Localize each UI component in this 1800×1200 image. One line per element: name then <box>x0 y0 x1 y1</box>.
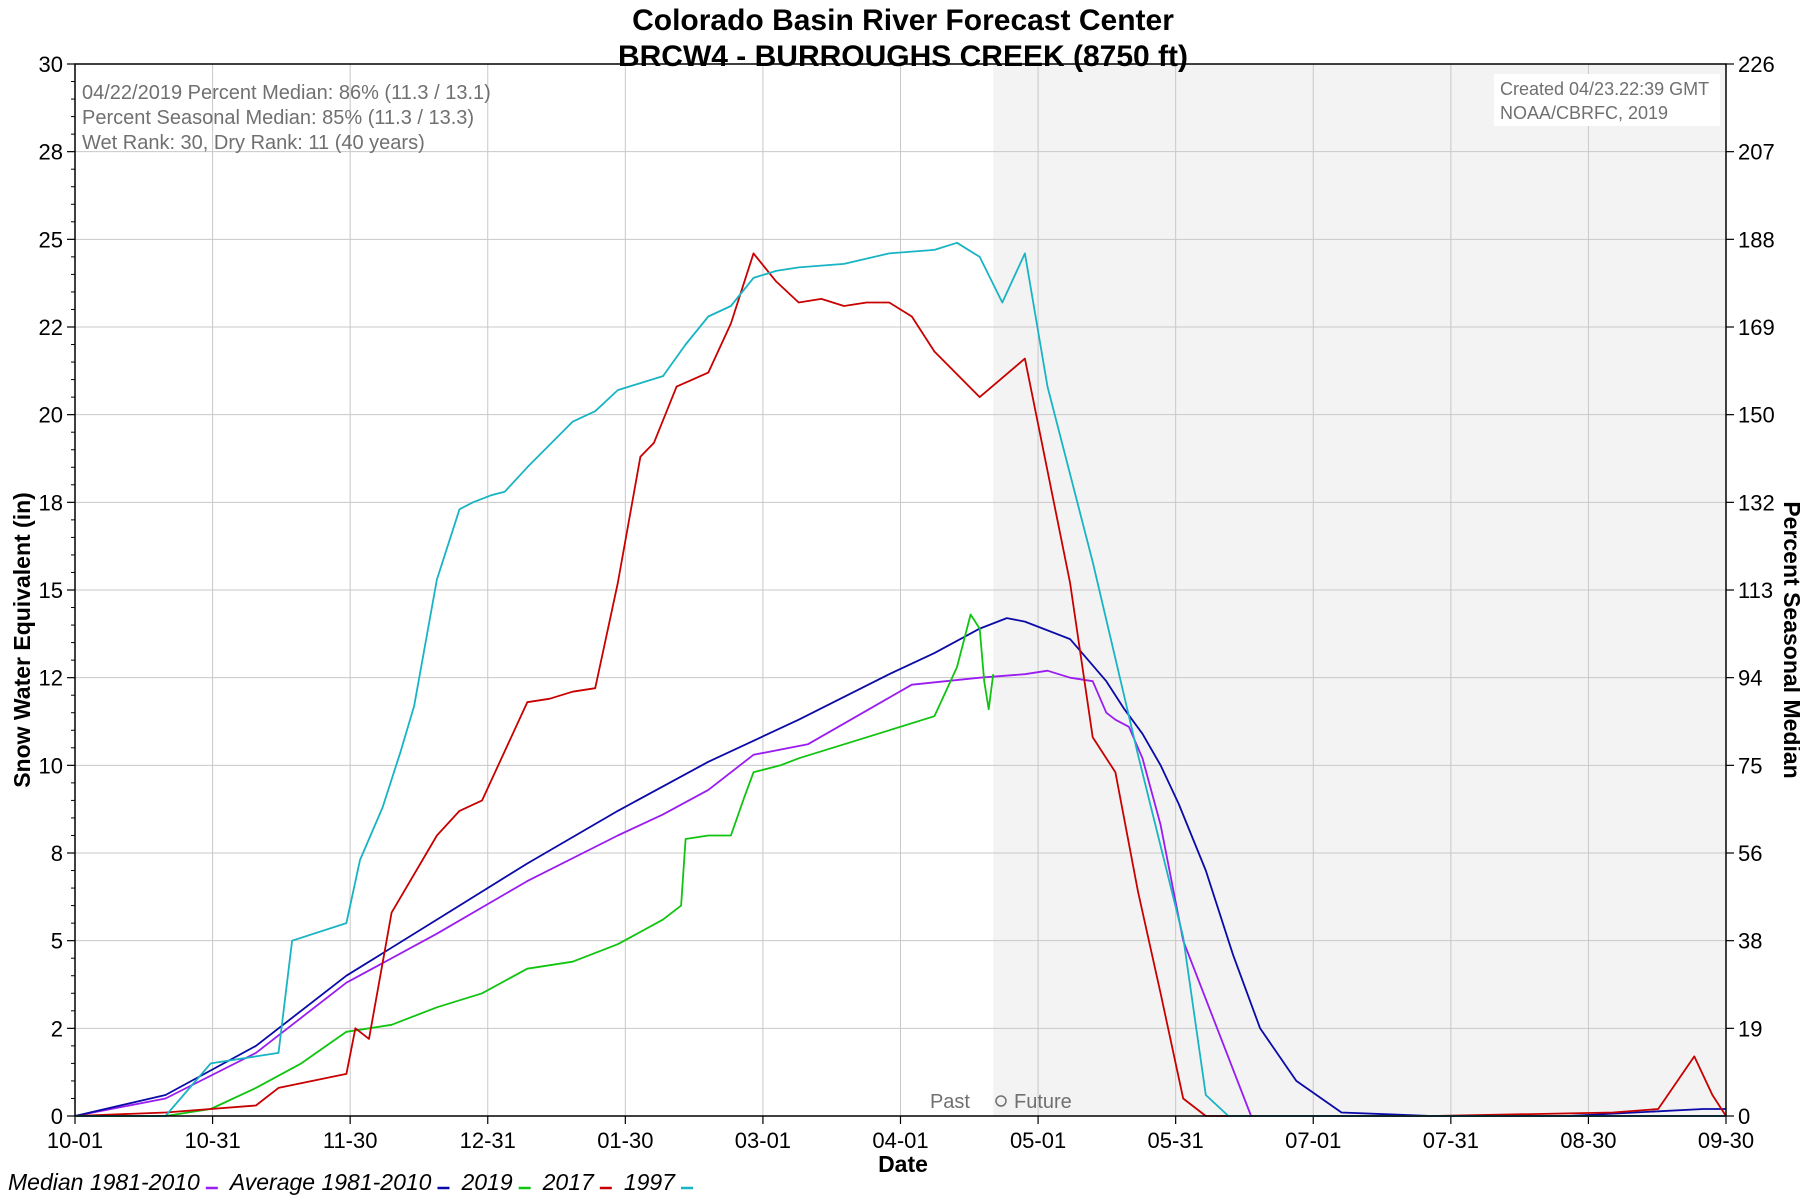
plot-border <box>74 63 1727 1117</box>
x-axis-title: Date <box>878 1151 928 1177</box>
x-tick-label: 11-30 <box>323 1128 378 1153</box>
y-right-tick-label: 226 <box>1738 52 1775 77</box>
y-axis-title: Snow Water Equivalent (in) <box>9 492 35 788</box>
y-right-tick-label: 132 <box>1738 490 1775 515</box>
info-line-2: Percent Seasonal Median: 85% (11.3 / 13.… <box>82 107 474 129</box>
credit-line-1: Created 04/23.22:39 GMT <box>1500 79 1709 99</box>
chart-subtitle: BRCW4 - BURROUGHS CREEK (8750 ft) <box>618 40 1188 73</box>
y-right-tick-label: 75 <box>1738 753 1762 778</box>
legend-label-1: Median 1981-2010 <box>8 1169 200 1195</box>
y-tick-label: 8 <box>51 841 63 866</box>
y-tick-label: 25 <box>39 227 63 252</box>
y-tick-label: 30 <box>39 52 63 77</box>
x-tick-label: 10-01 <box>47 1128 103 1153</box>
y-right-tick-label: 38 <box>1738 929 1762 954</box>
y-right-tick-label: 0 <box>1738 1104 1750 1129</box>
y-axis-right-title: Percent Seasonal Median <box>1779 501 1800 778</box>
y-tick-label: 5 <box>51 929 63 954</box>
x-tick-label: 01-30 <box>597 1128 653 1153</box>
credit-box <box>1494 74 1720 126</box>
future-label: Future <box>1014 1091 1072 1113</box>
x-tick-label: 05-31 <box>1148 1128 1204 1153</box>
y-axis-right: 0 19 38 56 75 94 113 132 150 169 188 207 226 <box>1726 52 1775 1129</box>
x-tick-label: 04-01 <box>872 1128 928 1153</box>
x-tick-label: 07-01 <box>1285 1128 1341 1153</box>
y-tick-label: 28 <box>39 140 63 165</box>
x-tick-label: 03-01 <box>735 1128 791 1153</box>
y-tick-label: 20 <box>39 403 63 428</box>
x-tick-label: 08-30 <box>1560 1128 1616 1153</box>
y-right-tick-label: 150 <box>1738 403 1775 428</box>
series-line-5 <box>75 241 1726 1117</box>
y-right-tick-label: 113 <box>1738 578 1773 603</box>
legend: Median 1981-2010 Average 1981-2010 2019 201… <box>8 1169 693 1195</box>
y-tick-label: 22 <box>39 315 63 340</box>
credit-line-2: NOAA/CBRFC, 2019 <box>1500 103 1668 123</box>
legend-label-2: Average 1981-2010 <box>228 1169 432 1195</box>
x-axis: 10-01 10-31 11-30 12-31 01-30 03-01 04-01 05-01… <box>47 1116 1754 1153</box>
y-right-tick-label: 188 <box>1738 227 1775 252</box>
y-right-tick-label: 207 <box>1738 140 1775 165</box>
y-tick-label: 15 <box>39 578 63 603</box>
series-line-2 <box>74 617 1726 1117</box>
y-tick-label: 10 <box>39 753 63 778</box>
past-label: Past <box>930 1091 970 1113</box>
y-right-tick-label: 19 <box>1738 1016 1762 1041</box>
x-tick-label: 10-31 <box>184 1128 240 1153</box>
y-right-tick-label: 169 <box>1738 315 1775 340</box>
legend-label-3: 2019 <box>460 1169 512 1195</box>
x-tick-label: 12-31 <box>460 1128 516 1153</box>
series-line-1 <box>74 669 1726 1117</box>
y-right-tick-label: 56 <box>1738 841 1762 866</box>
info-line-3: Wet Rank: 30, Dry Rank: 11 (40 years) <box>82 132 425 154</box>
y-tick-label: 18 <box>39 490 63 515</box>
info-line-1: 04/22/2019 Percent Median: 86% (11.3 / 1… <box>82 82 491 104</box>
y-tick-label: 12 <box>39 666 63 691</box>
y-right-tick-label: 94 <box>1738 666 1762 691</box>
series-line-3 <box>75 613 995 1117</box>
x-tick-label: 07-31 <box>1423 1128 1479 1153</box>
x-tick-label: 09-30 <box>1698 1128 1754 1153</box>
past-future-marker-icon <box>995 1095 1007 1107</box>
legend-label-5: 1997 <box>624 1169 676 1195</box>
y-tick-label: 2 <box>51 1016 63 1041</box>
y-tick-label: 0 <box>51 1104 63 1129</box>
legend-label-4: 2017 <box>542 1169 595 1195</box>
x-tick-label: 05-01 <box>1010 1128 1066 1153</box>
grid <box>75 64 1726 1116</box>
chart-title: Colorado Basin River Forecast Center <box>632 4 1174 37</box>
